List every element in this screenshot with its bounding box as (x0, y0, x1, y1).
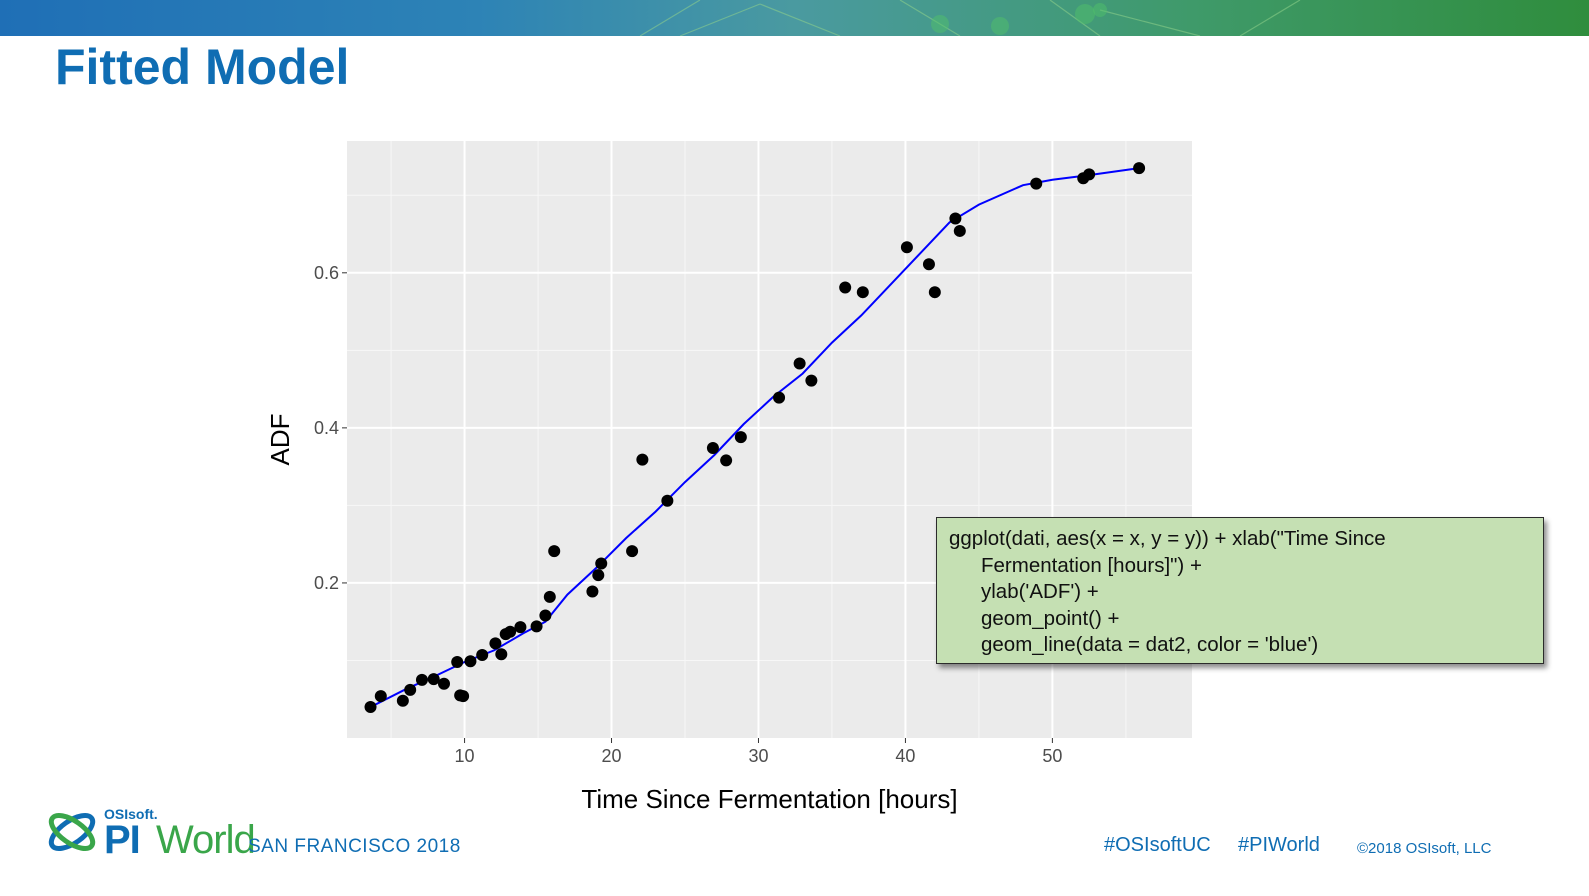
data-point (922, 258, 935, 271)
data-point (530, 620, 543, 633)
data-point (805, 374, 818, 387)
data-point (374, 690, 387, 703)
y-tick-label: 0.4 (314, 418, 339, 438)
y-axis-title: ADF (265, 414, 295, 466)
data-point (489, 637, 502, 650)
data-point (548, 545, 561, 558)
piworld-logo: OSIsoft. PI World SAN FRANCISCO 2018 (46, 806, 466, 866)
data-point (592, 569, 605, 582)
data-point (1133, 162, 1146, 175)
logo-pi: PI (104, 818, 141, 862)
data-point (793, 357, 806, 370)
data-point (773, 391, 786, 404)
code-line-1: ggplot(dati, aes(x = x, y = y)) + xlab("… (949, 527, 1386, 550)
data-point (900, 241, 913, 254)
data-point (476, 649, 489, 662)
data-point (586, 585, 599, 598)
data-point (457, 690, 470, 703)
code-line-4: geom_point() + (981, 606, 1120, 630)
slide-title: Fitted Model (55, 39, 350, 95)
data-point (1083, 168, 1096, 181)
data-point (626, 545, 639, 558)
data-point (839, 281, 852, 294)
data-point (437, 677, 450, 690)
code-callout: ggplot(dati, aes(x = x, y = y)) + xlab("… (936, 517, 1544, 664)
logo-company: OSIsoft. (104, 806, 158, 822)
x-tick-label: 20 (602, 746, 622, 766)
copyright-text: ©2018 OSIsoft, LLC (1357, 840, 1492, 857)
data-point (364, 700, 377, 713)
data-point (404, 683, 417, 696)
data-point (539, 609, 552, 622)
logo-world: World (156, 818, 256, 862)
y-tick-label: 0.2 (314, 573, 339, 593)
x-tick-label: 40 (895, 746, 915, 766)
data-point (661, 494, 674, 507)
data-point (495, 648, 508, 661)
code-line-5: geom_line(data = dat2, color = 'blue') (981, 633, 1319, 656)
x-tick-label: 50 (1042, 746, 1062, 766)
x-axis-title: Time Since Fermentation [hours] (581, 784, 957, 814)
data-point (427, 673, 440, 686)
code-line-3: ylab('ADF') + (981, 580, 1099, 603)
data-point (396, 694, 409, 707)
hashtag-osisoftuc: #OSIsoftUC (1104, 834, 1211, 856)
top-banner (0, 0, 1589, 36)
data-point (595, 557, 608, 570)
data-point (706, 442, 719, 455)
x-tick-label: 30 (748, 746, 768, 766)
data-point (464, 655, 477, 668)
data-point (514, 621, 527, 634)
data-point (856, 286, 869, 299)
data-point (415, 673, 428, 686)
logo-city: SAN FRANCISCO 2018 (248, 836, 461, 857)
data-point (949, 212, 962, 225)
osisoft-swirl-icon (48, 813, 96, 851)
hashtag-piworld: #PIWorld (1238, 834, 1320, 856)
data-point (953, 224, 966, 237)
data-point (636, 453, 649, 466)
data-point (720, 454, 733, 467)
data-point (1030, 177, 1043, 190)
banner-network-graphic (639, 0, 1301, 36)
data-point (543, 590, 556, 603)
data-point (928, 286, 941, 299)
x-tick-label: 10 (455, 746, 475, 766)
data-point (451, 656, 464, 669)
data-point (734, 431, 747, 444)
data-point (504, 625, 517, 638)
code-line-2: Fermentation [hours]") + (981, 553, 1202, 577)
y-tick-label: 0.6 (314, 263, 339, 283)
